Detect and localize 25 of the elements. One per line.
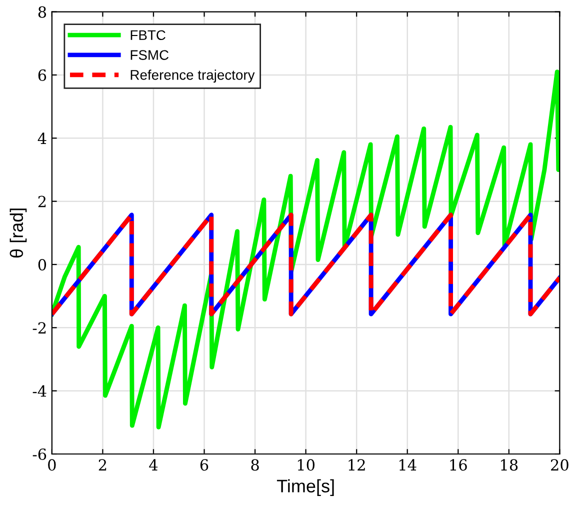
y-tick-label: -2 xyxy=(32,322,46,334)
y-axis-title: θ [rad] xyxy=(10,208,27,258)
x-tick-label: 14 xyxy=(400,459,416,470)
x-tick-label: 8 xyxy=(251,459,259,471)
x-tick-label: 6 xyxy=(200,459,208,471)
y-tick-label: 0 xyxy=(38,258,46,271)
x-tick-label: 16 xyxy=(450,459,467,471)
x-tick-label: 2 xyxy=(98,459,106,470)
legend-label: FBTC xyxy=(130,30,166,40)
y-tick-label: 4 xyxy=(38,132,46,144)
legend-label: FSMC xyxy=(130,50,169,60)
x-tick-label: 0 xyxy=(48,459,56,471)
x-axis-title: Time[s] xyxy=(276,479,334,496)
x-tick-label: 10 xyxy=(298,459,315,471)
y-tick-label: 2 xyxy=(38,196,46,208)
legend-label: Reference trajectory xyxy=(130,70,255,83)
y-tick-label: -4 xyxy=(32,385,46,397)
y-tick-label: -6 xyxy=(32,448,46,460)
line-series xyxy=(52,70,560,430)
x-tick-label: 4 xyxy=(149,459,158,470)
x-tick-label: 18 xyxy=(501,459,518,471)
y-tick-label: 8 xyxy=(38,6,46,18)
y-tick-label: 6 xyxy=(38,69,46,81)
x-tick-label: 20 xyxy=(551,459,568,471)
x-tick-label: 12 xyxy=(348,459,365,470)
